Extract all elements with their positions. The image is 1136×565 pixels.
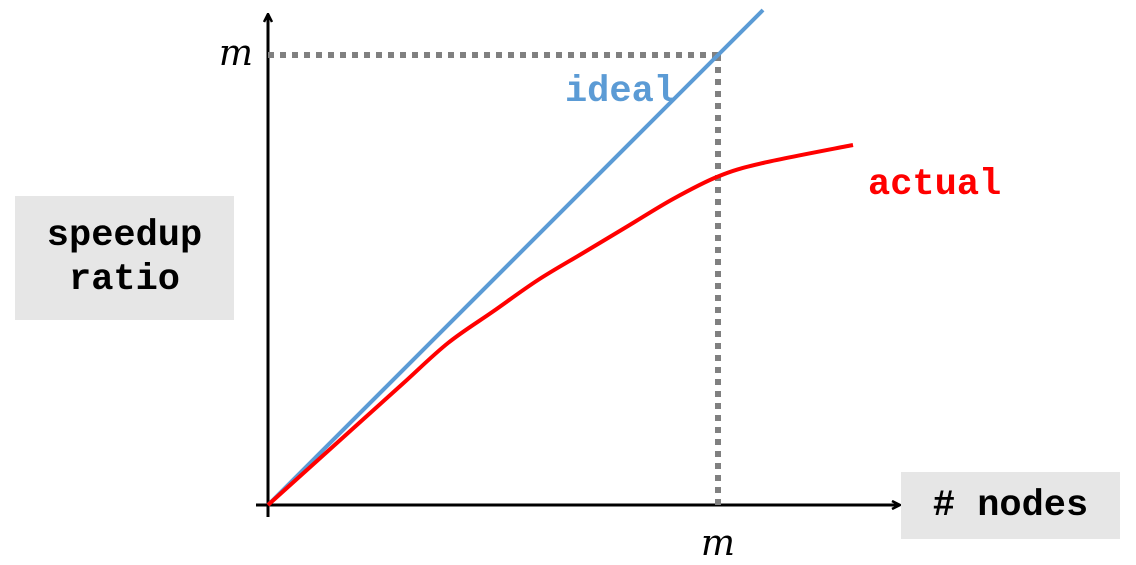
series-line-ideal <box>266 8 765 507</box>
y-tick-label: m <box>219 33 253 74</box>
series-line-actual <box>266 143 854 507</box>
axes <box>256 14 900 517</box>
x-axis-label-text: # nodes <box>932 484 1089 527</box>
reference-lines <box>268 52 721 505</box>
y-axis-label: speedup ratio <box>15 196 234 320</box>
y-axis-label-line-1: speedup <box>46 215 203 257</box>
y-axis-label-line-2: ratio <box>68 259 181 301</box>
series-label-actual: actual <box>868 164 1001 206</box>
series-group <box>266 8 854 507</box>
series-label-ideal: ideal <box>565 71 676 113</box>
x-axis-label: # nodes <box>901 472 1120 539</box>
x-tick-label: m <box>701 523 735 564</box>
